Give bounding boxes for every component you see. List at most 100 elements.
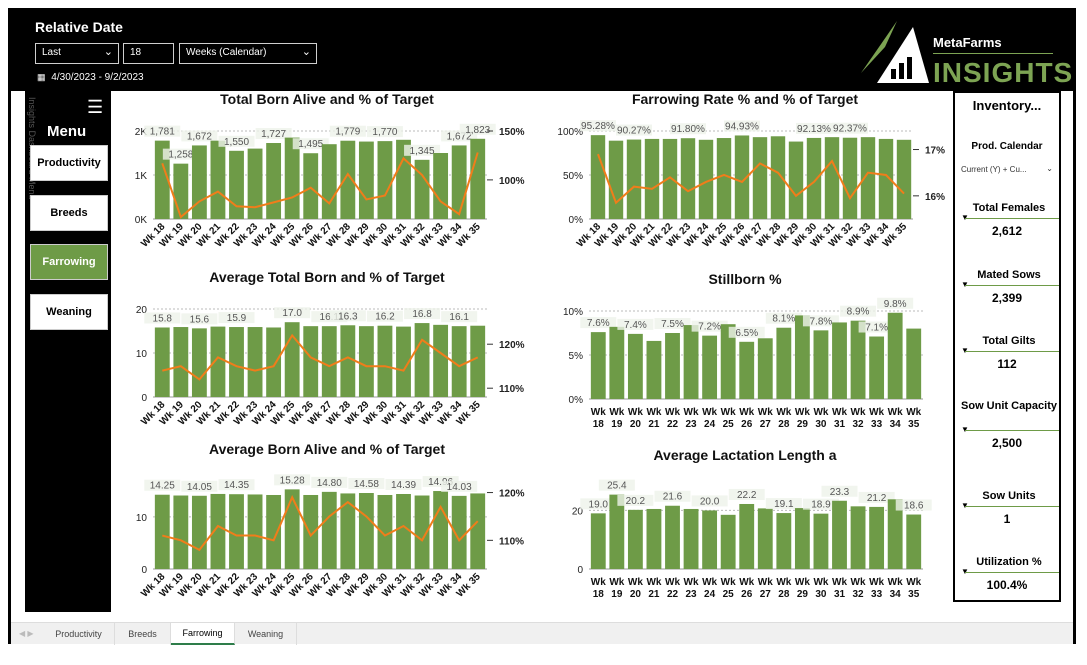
data-label-bg (840, 305, 877, 317)
data-label: 23.3 (830, 487, 850, 498)
tab-scroll-arrows-icon[interactable]: ◀ ▶ (19, 629, 34, 638)
bar (340, 140, 356, 219)
bar (470, 138, 486, 219)
data-label-bg (181, 130, 218, 142)
data-label: 1,672 (447, 131, 472, 142)
tab-weaning[interactable]: Weaning (235, 623, 297, 645)
data-label-bg (654, 318, 691, 329)
x-tick-label: Wk (776, 577, 791, 588)
bar (470, 325, 486, 397)
bar (173, 163, 189, 219)
data-label: 21.6 (663, 492, 683, 503)
bar (609, 326, 625, 399)
data-label: 7.2% (698, 322, 721, 333)
data-label-bg (366, 310, 403, 322)
expand-triangle-icon[interactable]: ▼ (961, 425, 969, 434)
inventory-card-label: Total Gilts (982, 335, 1036, 347)
period-unit-value: Weeks (Calendar) (186, 47, 267, 58)
bar (850, 506, 866, 569)
prod-calendar-dropdown[interactable]: Current (Y) + Cu... ⌄ (961, 164, 1053, 174)
chart-title: Average Total Born and % of Target (209, 269, 445, 285)
card-divider (965, 218, 1059, 219)
bar (414, 323, 430, 397)
data-label: 92.13% (797, 124, 831, 135)
x-tick-label: 18 (593, 589, 605, 600)
data-label: 14.05 (187, 482, 212, 493)
data-label: 16.1 (449, 312, 469, 323)
logo-divider (933, 53, 1053, 54)
bar (806, 137, 822, 219)
nav-breeds-button[interactable]: Breeds (30, 195, 108, 231)
bar (698, 139, 714, 219)
data-label-bg (765, 312, 802, 324)
bar (608, 140, 624, 219)
data-label: 15.8 (153, 313, 173, 324)
bar (210, 493, 226, 569)
data-label-bg (821, 485, 858, 497)
x-tick-label: Wk (591, 577, 606, 588)
bar (702, 510, 718, 569)
hamburger-icon[interactable]: ☰ (87, 97, 104, 117)
data-label-bg (218, 135, 255, 147)
expand-triangle-icon[interactable]: ▼ (961, 213, 969, 222)
bar (396, 326, 411, 397)
expand-triangle-icon[interactable]: ▼ (961, 501, 969, 510)
x-tick-label: 19 (611, 589, 623, 600)
data-label-bg (292, 138, 329, 150)
data-label-bg (385, 478, 422, 490)
page-tab-bar: ◀ ▶ Productivity Breeds Farrowing Weanin… (11, 622, 1073, 645)
expand-triangle-icon[interactable]: ▼ (961, 280, 969, 289)
card-divider (965, 572, 1059, 573)
data-label: 1,727 (261, 129, 286, 140)
data-label: 94.93% (725, 121, 759, 132)
x-tick-label: Wk (665, 577, 680, 588)
bar (590, 332, 606, 399)
inventory-card-label: Sow Unit Capacity (961, 400, 1057, 412)
tab-breeds[interactable]: Breeds (115, 623, 171, 645)
nav-weaning-button[interactable]: Weaning (30, 294, 108, 330)
x-tick-label: Wk (758, 407, 773, 418)
bar (377, 141, 393, 219)
data-label-bg (144, 479, 181, 491)
nav-productivity-button[interactable]: Productivity (30, 145, 108, 181)
data-label: 9.8% (884, 299, 907, 310)
tab-farrowing[interactable]: Farrowing (171, 623, 235, 645)
x-tick-label: Wk (888, 577, 903, 588)
bar (788, 141, 804, 219)
bar (794, 315, 810, 399)
period-unit-dropdown[interactable]: Weeks (Calendar) ⌄ (179, 43, 317, 64)
card-divider (965, 506, 1059, 507)
bar (414, 495, 430, 569)
period-count-input[interactable]: 18 (123, 43, 174, 64)
tab-productivity[interactable]: Productivity (43, 623, 115, 645)
nav-farrowing-button[interactable]: Farrowing (30, 244, 108, 280)
data-label: 21.2 (867, 493, 887, 504)
data-label-bg (580, 120, 616, 132)
bar (340, 325, 356, 397)
inventory-card-value: 100.4% (986, 578, 1028, 592)
x-tick-label: Wk (665, 407, 680, 418)
bar (266, 327, 282, 397)
data-label-bg (404, 308, 441, 320)
data-label: 8.9% (847, 307, 870, 318)
x-tick-label: 23 (685, 589, 697, 600)
period-type-dropdown[interactable]: Last ⌄ (35, 43, 119, 64)
stillborn-chart: Stillborn % 0% 5% 10% 7.6% Wk 18 Wk 19 7.4% Wk 20 W… (541, 271, 949, 430)
bar (210, 326, 226, 397)
data-label: 14.03 (447, 482, 472, 493)
bar (860, 137, 876, 219)
data-label-bg (654, 490, 691, 502)
bar (626, 139, 642, 219)
card-divider (965, 430, 1059, 431)
data-label-bg (311, 476, 348, 488)
bar (229, 150, 244, 219)
expand-triangle-icon[interactable]: ▼ (961, 346, 969, 355)
x-tick-label: Wk (795, 407, 810, 418)
y-tick-label: 5% (569, 351, 584, 362)
expand-triangle-icon[interactable]: ▼ (961, 567, 969, 576)
chart-title: Stillborn % (708, 271, 782, 287)
data-label-bg (441, 130, 478, 142)
bar (321, 326, 337, 397)
bar (680, 138, 696, 219)
data-label: 16.8 (412, 309, 432, 320)
